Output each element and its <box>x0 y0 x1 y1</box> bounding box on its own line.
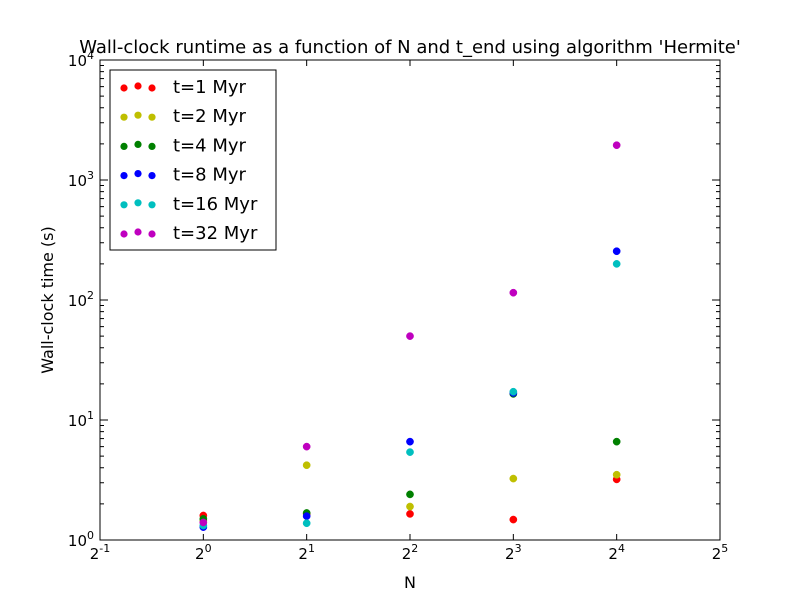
legend-marker <box>134 170 142 178</box>
y-tick-label: 101 <box>68 409 94 430</box>
y-tick-label: 103 <box>68 169 94 190</box>
legend-marker <box>148 84 156 92</box>
data-point <box>612 247 621 256</box>
data-point <box>199 518 208 527</box>
data-point <box>302 512 311 521</box>
data-point <box>509 387 518 396</box>
data-point <box>406 332 414 340</box>
legend-label: t=1 Myr <box>173 77 246 98</box>
legend-label: t=16 Myr <box>173 194 258 215</box>
axis-ticks <box>99 59 721 541</box>
data-point <box>302 461 311 470</box>
legend-marker <box>148 113 156 121</box>
data-point <box>302 519 311 528</box>
data-point <box>406 502 414 511</box>
x-tick-label: 24 <box>608 542 625 563</box>
x-tick-label: 25 <box>712 542 729 563</box>
y-tick-label: 104 <box>68 49 94 70</box>
data-points <box>199 141 621 531</box>
data-point <box>406 437 414 446</box>
data-point <box>612 141 621 150</box>
legend-marker <box>120 84 128 92</box>
legend-marker <box>134 111 142 119</box>
data-point <box>509 474 518 483</box>
x-axis-label: N <box>404 573 416 592</box>
legend-marker <box>120 113 128 121</box>
data-point <box>612 437 621 446</box>
data-point <box>509 288 518 297</box>
legend-label: t=4 Myr <box>173 135 246 156</box>
data-point <box>406 510 414 518</box>
legend-marker <box>120 172 128 180</box>
tick-labels: 2-1 20 21 22 23 24 25 100 101 102 103 104 <box>68 49 728 563</box>
legend-marker <box>120 142 128 150</box>
chart-title: Wall-clock runtime as a function of N an… <box>79 37 741 58</box>
legend-marker <box>148 172 156 180</box>
legend-marker <box>120 201 128 209</box>
legend-marker <box>134 140 142 148</box>
x-tick-label: 23 <box>505 542 522 563</box>
legend-label: t=8 Myr <box>173 165 246 186</box>
plot-frame <box>99 59 721 541</box>
data-point <box>509 515 518 524</box>
x-tick-label: 20 <box>195 542 212 563</box>
legend-label: t=2 Myr <box>173 106 246 127</box>
legend-marker <box>134 228 142 236</box>
legend: t=1 Myr t=2 Myr t=4 Myr t=8 Myr t=16 Myr t=32… <box>109 69 277 251</box>
x-tick-label: 21 <box>298 542 315 563</box>
y-tick-label: 100 <box>68 529 94 550</box>
data-point <box>612 260 621 268</box>
data-point <box>302 442 311 451</box>
legend-marker <box>120 230 128 238</box>
legend-marker <box>134 199 142 207</box>
legend-frame <box>109 69 277 251</box>
x-tick-label: 22 <box>402 542 419 563</box>
legend-marker <box>148 142 156 150</box>
legend-marker <box>134 82 142 90</box>
legend-label: t=32 Myr <box>173 223 258 244</box>
x-tick-label: 2-1 <box>90 542 111 563</box>
data-point <box>406 448 414 456</box>
legend-marker <box>148 230 156 238</box>
data-point <box>612 470 621 479</box>
y-tick-label: 102 <box>68 289 94 310</box>
y-axis-label: Wall-clock time (s) <box>38 226 57 374</box>
data-point <box>406 490 414 499</box>
legend-marker <box>148 201 156 209</box>
